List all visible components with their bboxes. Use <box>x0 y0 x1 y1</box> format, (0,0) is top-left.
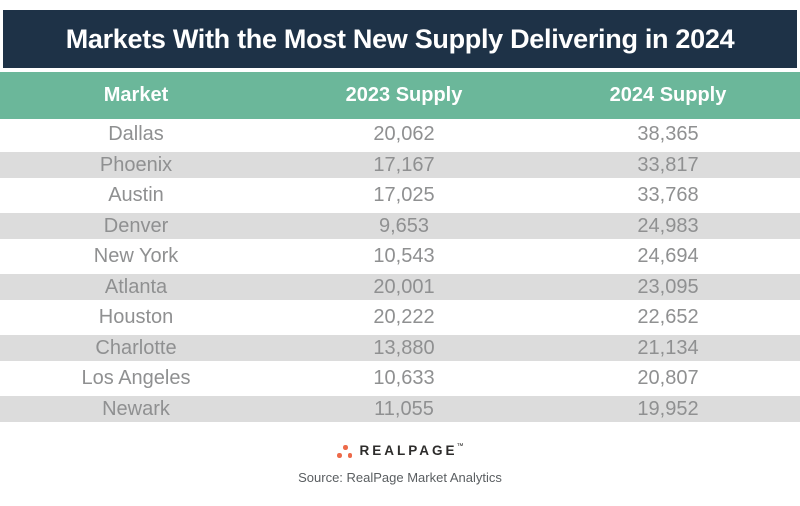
realpage-dots-icon <box>336 445 353 458</box>
table-row: Los Angeles 10,633 20,807 <box>0 363 800 394</box>
table-body: Dallas 20,062 38,365 Phoenix 17,167 33,817 Aus… <box>0 119 800 424</box>
cell-2024-supply: 21,134 <box>637 336 699 359</box>
footer: REALPAGE ™ Source: RealPage Market Analy… <box>0 424 800 485</box>
cell-2024-supply: 33,817 <box>637 153 699 176</box>
cell-2023-supply: 20,222 <box>373 306 435 329</box>
table-row: Newark 11,055 19,952 <box>0 393 800 424</box>
cell-market: Newark <box>102 397 170 420</box>
table-row: New York 10,543 24,694 <box>0 241 800 272</box>
cell-2024-supply: 20,807 <box>637 367 699 390</box>
cell-2023-supply: 10,543 <box>373 245 435 268</box>
cell-2023-supply: 20,062 <box>373 123 435 146</box>
column-header-2024-supply: 2024 Supply <box>609 84 727 106</box>
cell-2023-supply: 17,167 <box>373 153 435 176</box>
cell-2023-supply: 11,055 <box>374 397 434 420</box>
cell-market: New York <box>93 245 179 268</box>
source-text: Source: RealPage Market Analytics <box>298 470 502 485</box>
table-row: Phoenix 17,167 33,817 <box>0 149 800 180</box>
cell-market: Dallas <box>108 123 164 146</box>
table-row: Charlotte 13,880 21,134 <box>0 332 800 363</box>
cell-2023-supply: 10,633 <box>373 367 435 390</box>
cell-2023-supply: 17,025 <box>373 184 435 207</box>
cell-2024-supply: 24,694 <box>637 245 699 268</box>
realpage-logo-text: REALPAGE <box>359 443 458 458</box>
title-bar: Markets With the Most New Supply Deliver… <box>3 10 797 68</box>
cell-2023-supply: 13,880 <box>373 336 435 359</box>
cell-market: Atlanta <box>104 275 168 298</box>
cell-2024-supply: 38,365 <box>637 123 699 146</box>
table-row: Atlanta 20,001 23,095 <box>0 271 800 302</box>
cell-market: Denver <box>103 214 169 237</box>
cell-2024-supply: 24,983 <box>637 214 699 237</box>
logo-dot-icon <box>337 453 342 458</box>
supply-table: Market 2023 Supply 2024 Supply Dallas 20,… <box>0 72 800 424</box>
cell-2024-supply: 19,952 <box>637 397 699 420</box>
cell-2023-supply: 20,001 <box>373 275 435 298</box>
realpage-logo: REALPAGE ™ <box>336 442 464 460</box>
cell-2024-supply: 33,768 <box>637 184 699 207</box>
cell-market: Phoenix <box>99 153 173 176</box>
table-row: Houston 20,222 22,652 <box>0 302 800 333</box>
logo-dot-icon <box>347 453 353 458</box>
cell-2024-supply: 22,652 <box>637 306 699 329</box>
cell-2023-supply: 9,653 <box>378 214 430 237</box>
trademark-symbol: ™ <box>456 443 464 450</box>
logo-dot-icon <box>343 445 348 450</box>
table-row: Austin 17,025 33,768 <box>0 180 800 211</box>
cell-market: Austin <box>108 184 164 207</box>
column-header-2023-supply: 2023 Supply <box>345 84 463 106</box>
cell-market: Los Angeles <box>81 367 191 390</box>
cell-2024-supply: 23,095 <box>637 275 699 298</box>
table-row: Dallas 20,062 38,365 <box>0 119 800 150</box>
cell-market: Charlotte <box>95 336 177 359</box>
cell-market: Houston <box>98 306 174 329</box>
table-header-row: Market 2023 Supply 2024 Supply <box>0 72 800 119</box>
infographic: Markets With the Most New Supply Deliver… <box>0 10 800 485</box>
column-header-market: Market <box>103 84 169 106</box>
table-row: Denver 9,653 24,983 <box>0 210 800 241</box>
page-title: Markets With the Most New Supply Deliver… <box>65 23 735 54</box>
